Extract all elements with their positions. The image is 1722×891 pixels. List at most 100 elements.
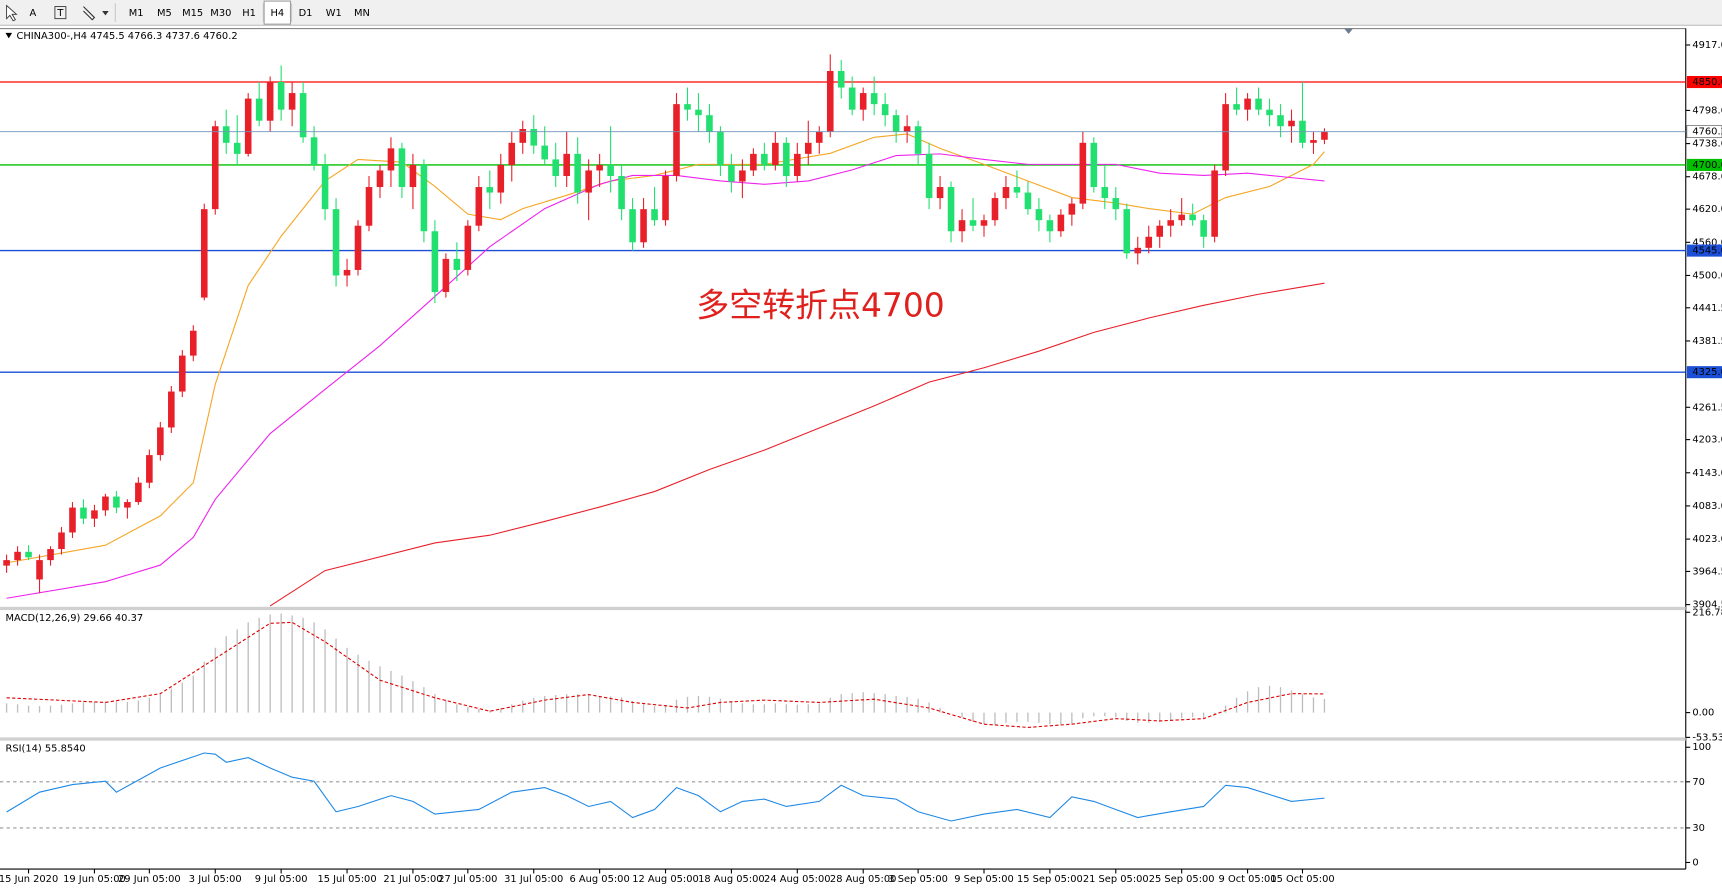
dropdown-arrow[interactable] [102,10,109,16]
x-tick-label: 9 Sep 05:00 [954,874,1014,885]
y-tick-label: 4560.0 [1692,237,1722,248]
candle-body [299,93,307,138]
arrows-tool[interactable] [83,6,96,21]
candle-body [706,115,713,132]
x-tick-label: 15 Oct 05:00 [1270,874,1334,885]
candle-body [1178,214,1185,221]
x-tick-label: 19 Jun 05:00 [63,874,126,885]
candle-body [91,510,98,519]
y-tick-label: 4798.6 [1692,105,1722,116]
candle-body [1288,120,1295,127]
candle-body [947,187,955,232]
candle-body [365,187,373,226]
candle-body [25,551,32,558]
candle-body [991,198,999,221]
candle-body [1222,104,1229,171]
y-tick-label: 216.78 [1692,607,1722,618]
candle-body [892,115,900,132]
y-tick-label: 4083.0 [1692,501,1722,512]
candle-body [541,145,549,160]
candle-body [761,153,768,165]
y-tick-label: 70 [1692,777,1705,788]
candle-body [36,560,43,580]
toolbar [0,0,1722,26]
timeframe-button[interactable]: M15 [182,8,203,19]
candle-body [1123,209,1131,254]
candle-body [519,129,527,143]
candle-body [508,142,516,165]
cursor-tool[interactable] [6,4,18,22]
timeframe-button[interactable]: M5 [157,8,172,19]
timeframe-button[interactable]: W1 [326,8,342,19]
candle-body [244,98,252,154]
candle-body [1145,236,1153,248]
x-tick-label: 21 Sep 05:00 [1083,874,1149,885]
candle-body [1079,142,1087,204]
candle-body [146,455,153,483]
candle-body [903,126,911,132]
x-tick-label: 27 Jul 05:00 [438,874,497,885]
panel-separator [0,737,1686,741]
timeframe-button[interactable]: MN [354,8,370,19]
timeframe-button[interactable]: M30 [210,8,231,19]
y-tick-label: 4023.0 [1692,534,1722,545]
x-tick-label: 21 Jul 05:00 [383,874,442,885]
candle-body [1200,220,1207,237]
candle-body [398,148,406,188]
candle-body [1134,247,1142,254]
chart-header: CHINA300-,H4 4745.5 4766.3 4737.6 4760.2 [16,31,237,42]
candle-body [189,330,197,356]
x-tick-label: 6 Aug 05:00 [570,874,630,885]
chart-menu-icon[interactable] [5,32,13,39]
tool-button[interactable]: A [30,8,37,19]
rsi-line [6,752,1325,822]
timeframe-button[interactable]: H1 [242,8,256,19]
x-tick-label: 18 Aug 05:00 [698,874,765,885]
candle-body [124,502,131,508]
level-label: 4545.0 [1692,246,1722,257]
macd-header: MACD(12,26,9) 29.66 40.37 [5,613,143,624]
candle-body [1035,209,1043,221]
candle-body [1244,98,1251,110]
candle-body [651,209,658,221]
candle-body [826,70,834,132]
tool-button[interactable]: T [56,8,64,19]
level-label: 4700.0 [1692,160,1722,171]
timeframe-button[interactable]: H4 [270,8,284,19]
moving-average [6,153,1325,599]
candle-body [1013,187,1021,193]
candle-body [1255,98,1262,110]
x-tick-label: 15 Sep 05:00 [1017,874,1083,885]
candle-body [585,170,592,193]
x-tick-label: 15 Jun 2020 [0,874,58,885]
candle-body [607,164,614,176]
y-tick-label: 100 [1692,742,1711,753]
y-tick-label: 30 [1692,823,1705,834]
moving-average [269,282,1325,607]
candle-body [1189,214,1196,221]
chart-shift-marker [1344,28,1353,35]
y-tick-label: 4143.0 [1692,468,1722,479]
level-label-box [1686,158,1722,171]
x-tick-label: 29 Jun 05:00 [118,874,181,885]
x-tick-label: 25 Sep 05:00 [1149,874,1215,885]
timeframe-button[interactable]: M1 [129,8,144,19]
candle-body [552,159,559,176]
candle-body [1046,220,1054,232]
candle-body [980,220,988,226]
candle-body [1277,115,1284,127]
x-tick-label: 3 Jul 05:00 [189,874,242,885]
x-tick-label: 3 Sep 05:00 [888,874,948,885]
active-timeframe [263,0,292,25]
x-tick-label: 9 Jul 05:00 [255,874,308,885]
candle-body [343,269,351,276]
candle-body [695,109,702,116]
y-tick-label: 4620.0 [1692,204,1722,215]
timeframe-button[interactable]: D1 [299,8,313,19]
candle-body [563,153,570,176]
candle-body [1002,187,1010,199]
candle-body [673,104,680,176]
candle-body [1310,140,1317,143]
y-tick-label: 0.00 [1692,708,1714,719]
